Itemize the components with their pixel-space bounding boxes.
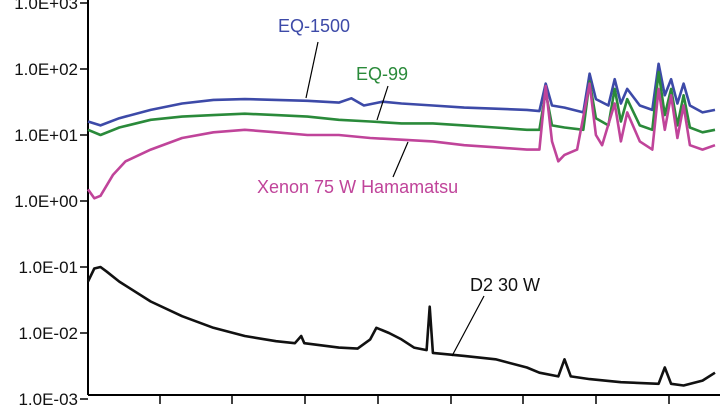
series-line-eq-99 bbox=[87, 70, 716, 137]
x-tick-group bbox=[159, 395, 670, 404]
series-annotations: EQ-1500 EQ-99 Xenon 75 W Hamamatsu D2 30 W bbox=[257, 16, 540, 357]
y-tick-label: 1.0E+03 bbox=[14, 0, 78, 13]
series-annotation-label: D2 30 W bbox=[470, 275, 540, 295]
annotation-leader-line bbox=[305, 41, 319, 99]
annotation-leader-line bbox=[451, 295, 485, 357]
series-annotation-label: EQ-99 bbox=[356, 64, 408, 84]
series-annotation-label: EQ-1500 bbox=[278, 16, 350, 36]
series-line-xenon-75-w-hamamatsu bbox=[86, 82, 716, 200]
y-tick-label: 1.0E+01 bbox=[14, 126, 78, 145]
y-tick-label: 1.0E-01 bbox=[18, 258, 78, 277]
annotation-leader-line bbox=[376, 85, 389, 121]
y-tick-label: 1.0E+00 bbox=[14, 192, 78, 211]
y-tick-label: 1.0E+02 bbox=[14, 60, 78, 79]
series-annotation-label: Xenon 75 W Hamamatsu bbox=[257, 177, 458, 197]
series-line-eq-1500 bbox=[87, 62, 716, 127]
y-tick-group: 1.0E-03 1.0E-02 1.0E-01 1.0E+00 1.0E+01 1.0E+… bbox=[14, 0, 88, 405]
annotation-leader-line bbox=[392, 141, 409, 178]
series-line-d2-30-w bbox=[86, 265, 716, 387]
series-lines bbox=[86, 62, 716, 387]
y-tick-label: 1.0E-02 bbox=[18, 324, 78, 343]
y-tick-label: 1.0E-03 bbox=[18, 390, 78, 405]
